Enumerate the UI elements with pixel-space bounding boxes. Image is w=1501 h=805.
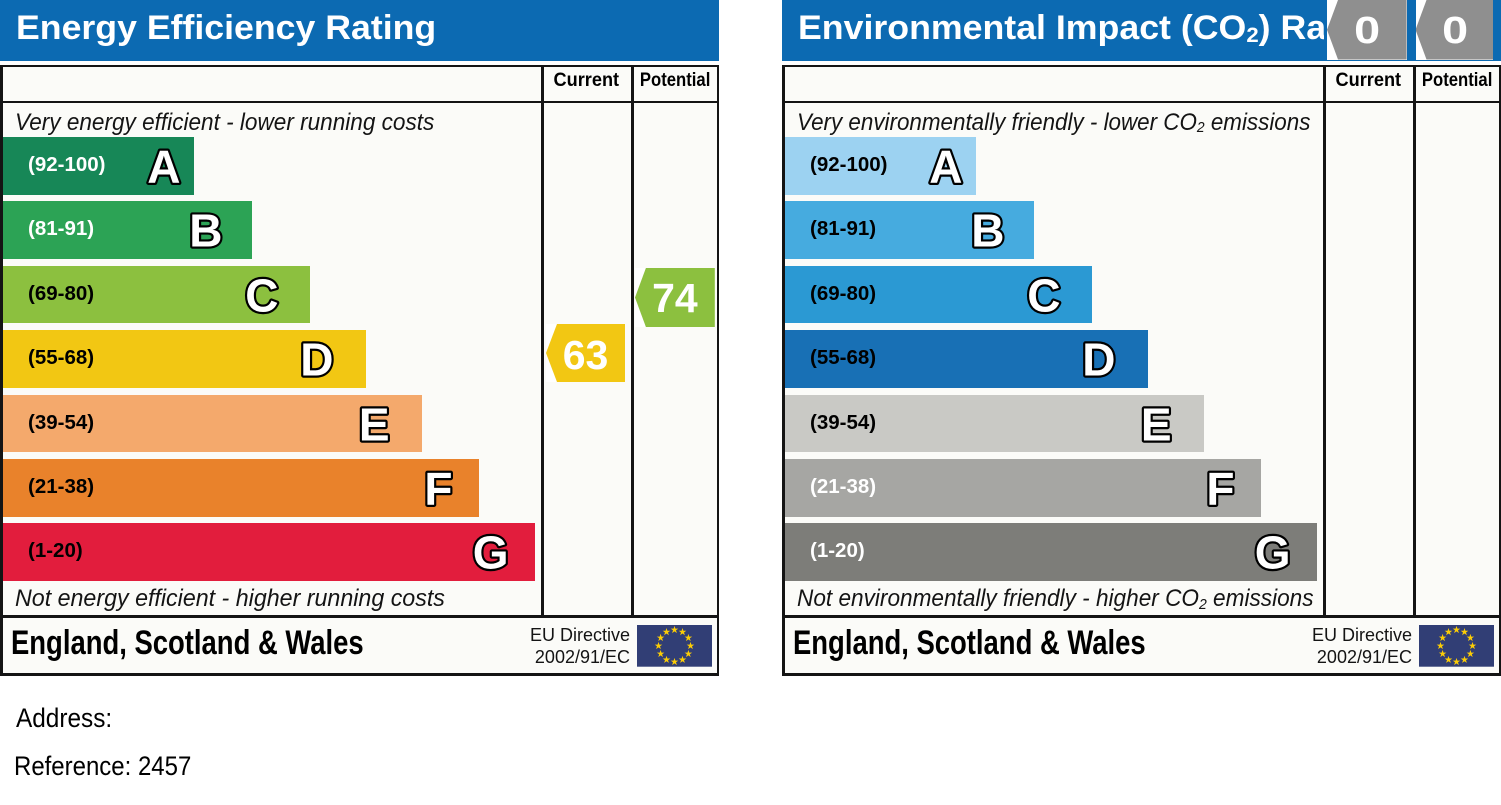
svg-text:C: C <box>1027 269 1060 321</box>
svg-text:F: F <box>1206 462 1234 514</box>
svg-text:D: D <box>300 334 333 386</box>
svg-text:C: C <box>245 269 278 321</box>
svg-text:E: E <box>359 398 390 450</box>
svg-text:B: B <box>189 205 222 257</box>
svg-text:A: A <box>929 140 962 192</box>
svg-text:G: G <box>1255 527 1291 579</box>
svg-text:F: F <box>424 462 452 514</box>
svg-text:A: A <box>147 140 180 192</box>
svg-text:D: D <box>1082 334 1115 386</box>
svg-text:B: B <box>971 205 1004 257</box>
svg-text:G: G <box>473 527 509 579</box>
svg-text:E: E <box>1141 398 1172 450</box>
